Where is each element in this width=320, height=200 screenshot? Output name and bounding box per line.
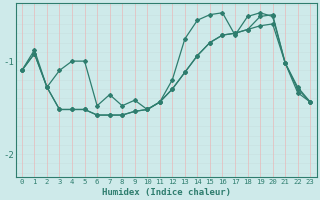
X-axis label: Humidex (Indice chaleur): Humidex (Indice chaleur)	[101, 188, 231, 197]
